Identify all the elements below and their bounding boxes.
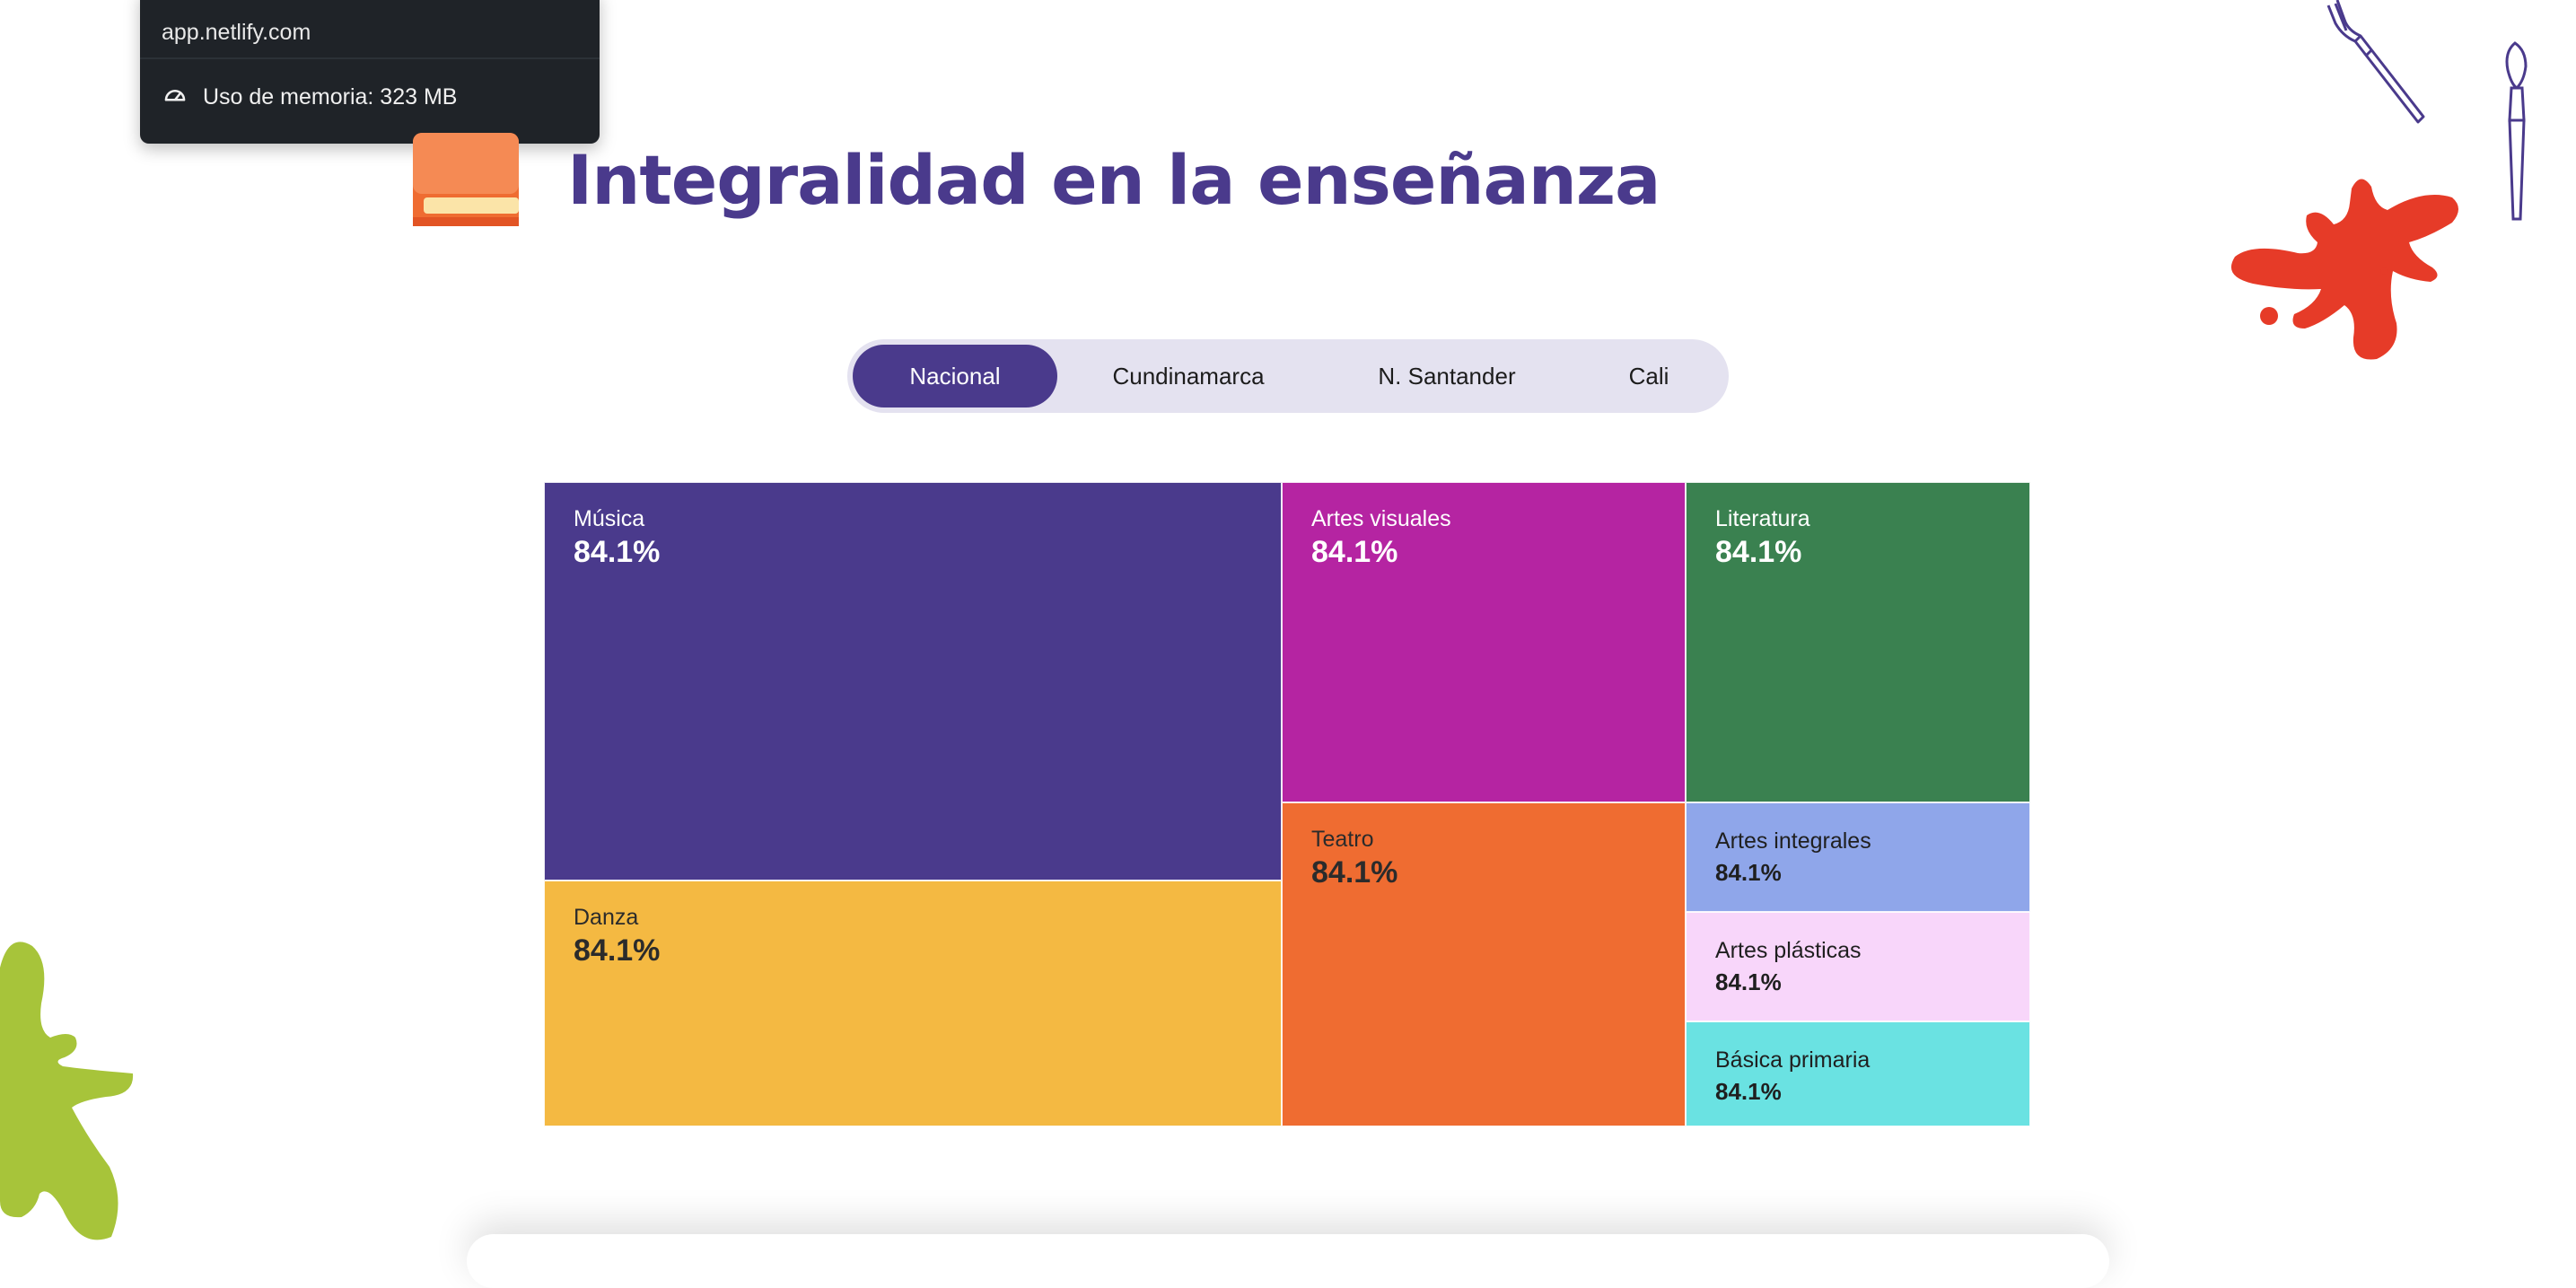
treemap-cell-musica[interactable]: Música 84.1% (544, 482, 1282, 881)
book-icon (413, 133, 519, 226)
tooltip-divider (140, 57, 600, 59)
treemap-chart: Música 84.1% Danza 84.1% Artes visuales … (544, 482, 2030, 1126)
tab-n-santander[interactable]: N. Santander (1378, 362, 1516, 390)
tab-hover-tooltip: app.netlify.com Uso de memoria: 323 MB (140, 0, 600, 144)
cell-value: 84.1% (574, 535, 661, 569)
cell-label: Artes plásticas (1715, 938, 1862, 963)
treemap-cell-artes-plasticas[interactable]: Artes plásticas 84.1% (1686, 912, 2030, 1021)
cell-value: 84.1% (1311, 855, 1398, 889)
cell-label: Artes visuales (1311, 506, 1451, 531)
page-header: Integralidad en la enseñanza (413, 133, 1660, 226)
cell-value: 84.1% (1311, 535, 1398, 569)
tab-cali[interactable]: Cali (1628, 362, 1669, 390)
treemap-cell-artes-integrales[interactable]: Artes integrales 84.1% (1686, 802, 2030, 912)
cell-label: Danza (574, 905, 639, 930)
brush-icon (2325, 0, 2432, 126)
tooltip-memory-text: Uso de memoria: 323 MB (203, 84, 458, 110)
tooltip-memory-row: Uso de memoria: 323 MB (162, 81, 457, 114)
cell-label: Teatro (1311, 827, 1374, 852)
treemap-cell-danza[interactable]: Danza 84.1% (544, 881, 1282, 1126)
tooltip-url: app.netlify.com (162, 20, 311, 45)
cell-value: 84.1% (1715, 859, 1782, 886)
cell-value: 84.1% (1715, 535, 1802, 569)
paint-splash-icon (0, 932, 135, 1246)
cell-value: 84.1% (1715, 968, 1782, 995)
treemap-cell-literatura[interactable]: Literatura 84.1% (1686, 482, 2030, 802)
page-title: Integralidad en la enseñanza (567, 139, 1660, 220)
cell-label: Básica primaria (1715, 1047, 1871, 1073)
content-card (467, 1234, 2109, 1288)
tab-cundinamarca[interactable]: Cundinamarca (1112, 362, 1265, 390)
gauge-icon (162, 81, 188, 114)
paint-splash-icon (2217, 171, 2477, 377)
cell-label: Música (574, 506, 645, 531)
tab-nacional[interactable]: Nacional (853, 345, 1057, 407)
cell-label: Literatura (1715, 506, 1810, 531)
treemap-cell-teatro[interactable]: Teatro 84.1% (1282, 802, 1686, 1126)
region-tabs: Nacional Cundinamarca N. Santander Cali (847, 339, 1729, 413)
paintbrush-icon (2499, 39, 2535, 224)
treemap-cell-artes-visuales[interactable]: Artes visuales 84.1% (1282, 482, 1686, 802)
cell-label: Artes integrales (1715, 828, 1871, 854)
cell-value: 84.1% (1715, 1078, 1782, 1105)
treemap-cell-basica-primaria[interactable]: Básica primaria 84.1% (1686, 1021, 2030, 1126)
cell-value: 84.1% (574, 933, 661, 968)
